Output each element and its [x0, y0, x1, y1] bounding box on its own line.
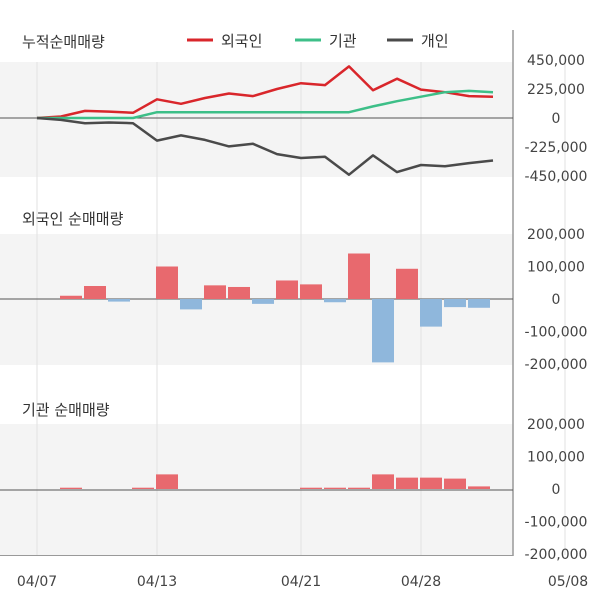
y-tick-label: -100,000: [525, 325, 588, 341]
legend-label-individual: 개인: [421, 32, 449, 50]
y-tick-label: -100,000: [525, 515, 588, 531]
y-tick-label: 225,000: [527, 82, 585, 98]
legend-label-institution: 기관: [329, 32, 357, 50]
y-tick-label: 450,000: [527, 53, 585, 69]
panel3-y-ticks: 200,000 100,000 0 -100,000 -200,000: [525, 417, 588, 563]
bar: [60, 295, 82, 299]
x-tick-label: 04/21: [281, 574, 321, 590]
bar: [84, 286, 106, 299]
bar: [180, 299, 202, 310]
bar: [300, 487, 322, 489]
bar: [420, 477, 442, 489]
panel1-y-ticks: 450,000 225,000 0 -225,000 -450,000: [525, 53, 588, 185]
series-line: [36, 116, 494, 176]
bar: [60, 487, 82, 489]
bar: [156, 474, 178, 489]
bar: [204, 285, 226, 299]
y-tick-label: -200,000: [525, 547, 588, 563]
bar: [444, 299, 466, 308]
panel1-title: 누적순매매량: [22, 33, 105, 51]
series-line: [36, 65, 494, 120]
bar: [324, 487, 346, 489]
bar: [156, 266, 178, 299]
x-tick-label: 04/13: [137, 574, 177, 590]
bar: [468, 299, 490, 308]
panel2-title: 외국인 순매매량: [22, 210, 124, 228]
y-tick-label: 0: [552, 482, 561, 498]
series-line: [37, 89, 494, 120]
panel1-legend: 외국인 기관 개인: [187, 32, 449, 50]
y-tick-label: 100,000: [527, 260, 585, 276]
bar: [468, 486, 490, 489]
y-tick-label: 100,000: [527, 450, 585, 466]
y-tick-label: 200,000: [527, 417, 585, 433]
bar: [444, 478, 466, 489]
bar: [108, 299, 130, 302]
y-tick-label: 200,000: [527, 227, 585, 243]
panel2-bars: [60, 253, 490, 363]
vertical-gridlines: [36, 62, 566, 555]
bar: [372, 474, 394, 489]
bar: [348, 487, 370, 489]
bar: [420, 299, 442, 327]
bar: [372, 299, 394, 363]
x-tick-label: 04/07: [17, 574, 57, 590]
bar: [252, 299, 274, 304]
y-tick-label: -200,000: [525, 357, 588, 373]
bar: [228, 286, 250, 299]
panel2-y-ticks: 200,000 100,000 0 -100,000 -200,000: [525, 227, 588, 373]
x-tick-label: 05/08: [548, 574, 588, 590]
x-tick-label: 04/28: [401, 574, 441, 590]
bar: [276, 280, 298, 299]
panel1-lines: [36, 65, 494, 176]
y-tick-label: -225,000: [525, 140, 588, 156]
y-tick-label: 0: [552, 292, 561, 308]
panel1-background: [0, 62, 513, 177]
bar: [348, 253, 370, 299]
bar: [396, 477, 418, 489]
y-tick-label: -450,000: [525, 169, 588, 185]
x-axis-ticks: 04/07 04/13 04/21 04/28 05/08: [17, 574, 588, 590]
panel3-title: 기관 순매매량: [22, 401, 110, 419]
y-tick-label: 0: [552, 111, 561, 127]
bar: [300, 284, 322, 299]
bar: [396, 268, 418, 299]
panel3-bars: [60, 474, 490, 489]
bar: [132, 487, 154, 489]
bar: [324, 299, 346, 303]
legend-label-foreign: 외국인: [221, 32, 262, 50]
